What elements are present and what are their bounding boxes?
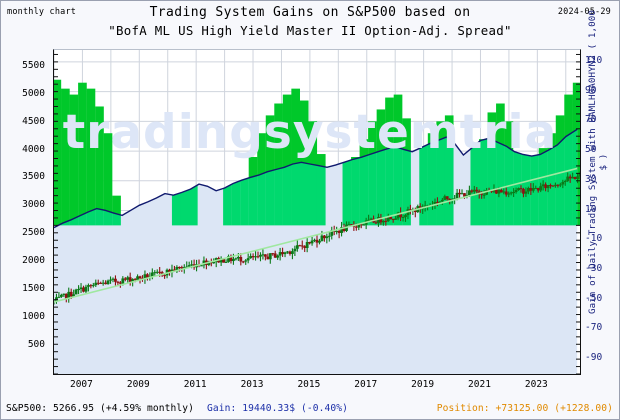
footer-position: Position: +73125.00 (+1228.00) [436,403,613,414]
x-tick: 2015 [297,379,321,390]
footer-sp500: S&P500: 5266.95 (+4.59% monthly) [6,403,195,414]
left-tick: 2000 [22,255,45,267]
sp500-line [54,128,578,229]
chart-date: 2024-05-29 [557,7,611,17]
chart-canvas [54,50,580,374]
right-tick: 70 [585,114,597,126]
left-tick: 3500 [22,171,45,183]
left-tick: 4500 [22,115,45,127]
left-tick: 1000 [22,311,45,323]
right-tick: -70 [585,322,603,334]
left-tick: 5000 [22,87,45,99]
left-tick: 3000 [22,199,45,211]
left-tick: 2500 [22,227,45,239]
right-tick: -30 [585,262,603,274]
chart-title-line2: "BofA ML US High Yield Master II Option-… [108,23,512,38]
right-tick: -50 [585,292,603,304]
tick-marks [54,53,580,374]
chart-mode-label: monthly chart [7,7,77,17]
x-tick: 2017 [354,379,378,390]
right-tick: 10 [585,203,597,215]
x-tick: 2013 [240,379,264,390]
left-tick: 500 [27,339,45,351]
x-tick: 2007 [69,379,93,390]
left-tick: 1500 [22,283,45,295]
left-tick: 4000 [22,143,45,155]
right-tick: -10 [585,233,603,245]
x-tick: 2009 [126,379,150,390]
trend-line [54,167,578,303]
x-tick: 2021 [468,379,491,390]
x-tick: 2011 [183,379,207,390]
right-tick: 90 [585,84,597,96]
left-tick: 5500 [22,59,45,71]
right-tick: 30 [585,173,597,185]
right-tick: 110 [585,54,603,66]
footer-gain: Gain: 19440.33$ (-0.40%) [207,403,349,414]
plot-area[interactable] [53,49,581,375]
x-tick: 2023 [524,379,548,390]
x-tick: 2019 [411,379,435,390]
right-tick: 50 [585,144,597,156]
chart-title-line1: Trading System Gains on S&P500 based on [149,5,471,20]
right-tick: -90 [585,352,603,364]
